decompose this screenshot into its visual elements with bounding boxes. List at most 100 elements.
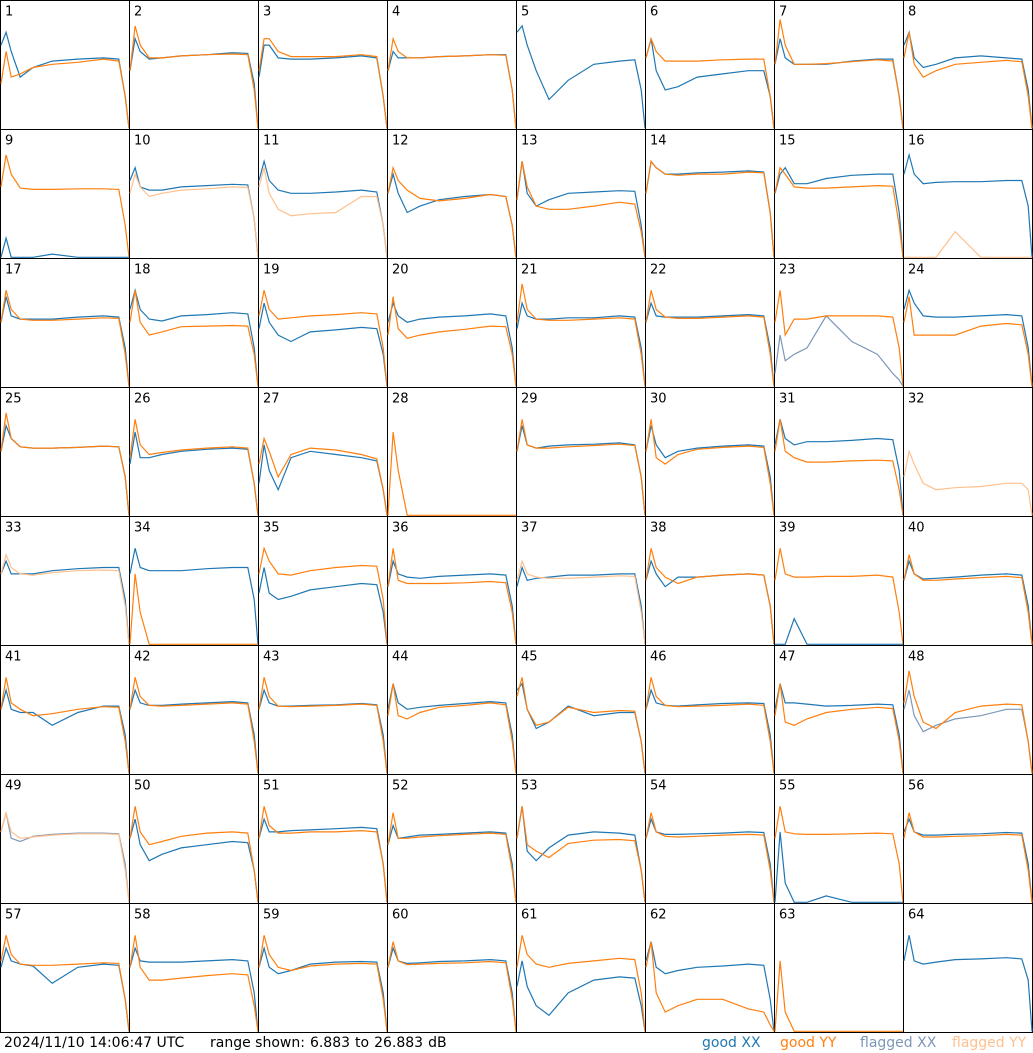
panel-title: 57 — [5, 908, 22, 923]
spectrum-line — [258, 38, 388, 129]
spectrum-line — [387, 812, 517, 903]
panel-title: 50 — [134, 779, 151, 794]
spectrum-line — [0, 154, 130, 258]
spectrum-line — [129, 818, 259, 903]
spectrum-line — [258, 436, 388, 516]
panel-title: 44 — [392, 650, 409, 665]
spectrum-line — [258, 167, 388, 258]
panel-title: 22 — [650, 263, 667, 278]
panel-title: 14 — [650, 134, 667, 149]
spectrum-line — [516, 565, 646, 645]
spectrum-line — [645, 941, 775, 1032]
spectrum-line — [903, 670, 1033, 774]
spectrum-line — [516, 24, 646, 129]
spectrum-line — [516, 960, 646, 1032]
spectrum-line — [903, 30, 1033, 129]
spectrum-line — [387, 432, 516, 516]
spectrum-line — [0, 559, 130, 645]
panel-title: 59 — [263, 908, 280, 923]
panel-title: 40 — [908, 521, 925, 536]
spectrum-line — [903, 152, 1033, 258]
spectrum-line — [258, 806, 388, 903]
spectrum-line — [258, 290, 388, 387]
range-part: range shown: — [210, 1035, 305, 1051]
spectrum-line — [645, 159, 775, 258]
spectrum-line — [387, 301, 517, 387]
spectrum-line — [0, 51, 130, 129]
legend-entry: flagged YY — [952, 1035, 1027, 1051]
spectrum-line — [774, 831, 903, 903]
spectrum-line — [516, 419, 646, 516]
spectrum-line — [516, 677, 646, 774]
spectrum-line — [645, 36, 775, 129]
spectrum-line — [516, 559, 646, 645]
spectrum-line — [258, 302, 388, 387]
spectrum-line — [129, 287, 259, 387]
panel-title: 39 — [779, 521, 796, 536]
spectrum-line — [775, 617, 903, 645]
spectrum-line — [387, 941, 517, 1032]
spectrum-line — [903, 288, 1033, 387]
spectrum-line — [645, 548, 775, 645]
panel-title: 43 — [263, 650, 280, 665]
panel-title: 64 — [908, 908, 925, 923]
spectrum-line — [774, 548, 904, 645]
spectrum-line — [129, 573, 258, 645]
spectrum-line — [774, 419, 904, 516]
spectrum-line — [516, 283, 646, 387]
spectrum-line — [129, 172, 259, 258]
spectrum-line — [0, 935, 130, 1032]
panel-title: 3 — [263, 5, 271, 20]
panel-title: 1 — [5, 5, 13, 20]
panel-title: 26 — [134, 392, 151, 407]
panel-title: 51 — [263, 779, 280, 794]
panel-title: 19 — [263, 263, 280, 278]
panel-title: 41 — [5, 650, 22, 665]
panel-title: 45 — [521, 650, 538, 665]
spectrum-line — [774, 683, 904, 774]
spectrum-line — [258, 677, 388, 774]
range-part: to — [355, 1035, 369, 1051]
panel-title: 52 — [392, 779, 409, 794]
panel-title: 20 — [392, 263, 409, 278]
panel-title: 6 — [650, 5, 658, 20]
panel-title: 62 — [650, 908, 667, 923]
spectrum-line — [774, 683, 904, 774]
spectrum-line — [903, 935, 1033, 1032]
spectrum-line — [774, 166, 904, 258]
legend-entry: good XX — [702, 1035, 761, 1051]
spectrum-line — [774, 419, 904, 516]
spectrum-line — [0, 412, 130, 516]
spectrum-line — [258, 935, 388, 1032]
panel-title: 18 — [134, 263, 151, 278]
panel-title: 48 — [908, 650, 925, 665]
spectrum-line — [258, 945, 388, 1032]
panel-title: 2 — [134, 5, 142, 20]
spectrum-line — [645, 419, 775, 516]
spectrum-line — [387, 36, 517, 129]
panel-title: 32 — [908, 392, 925, 407]
panel-title: 24 — [908, 263, 925, 278]
panel-title: 36 — [392, 521, 409, 536]
spectrum-line — [258, 158, 388, 258]
spectrum-line — [129, 677, 259, 774]
spectrum-line — [129, 25, 259, 129]
spectrum-line — [0, 552, 130, 645]
panel-title: 49 — [5, 779, 22, 794]
spectrum-line — [645, 38, 775, 129]
panel-title: 8 — [908, 5, 916, 20]
panel-title: 25 — [5, 392, 22, 407]
panel-title: 54 — [650, 779, 667, 794]
spectrum-line — [516, 300, 646, 387]
panel-title: 23 — [779, 263, 796, 278]
spectrum-line — [645, 290, 775, 387]
panel-title: 7 — [779, 5, 787, 20]
panel-title: 37 — [521, 521, 538, 536]
panel-title: 4 — [392, 5, 400, 20]
spectrum-line — [903, 554, 1033, 645]
panel-title: 38 — [650, 521, 667, 536]
spectrum-line — [129, 935, 259, 1032]
legend-entry: good YY — [780, 1035, 837, 1051]
spectrum-line — [387, 165, 517, 258]
timestamp: 2024/11/10 14:06:47 UTC — [4, 1035, 184, 1051]
